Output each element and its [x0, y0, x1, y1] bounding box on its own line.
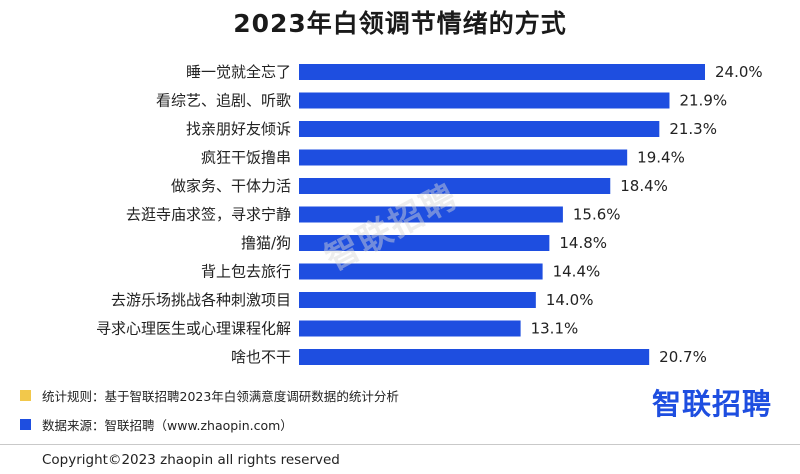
- note-source: 数据来源：智联招聘（www.zhaopin.com）: [20, 415, 293, 434]
- value-label: 19.4%: [637, 149, 685, 167]
- category-label: 啥也不干: [231, 348, 291, 366]
- bar: [299, 64, 705, 80]
- yellow-square-icon: [20, 390, 31, 401]
- value-label: 15.6%: [573, 206, 621, 224]
- bar: [299, 92, 670, 109]
- category-label: 疯狂干饭撸串: [201, 149, 291, 167]
- note-rule: 统计规则：基于智联招聘2023年白领满意度调研数据的统计分析: [20, 386, 399, 405]
- category-label: 撸猫/狗: [241, 234, 291, 252]
- bar: [299, 178, 611, 194]
- value-label: 14.4%: [553, 263, 601, 281]
- value-label: 21.9%: [679, 92, 727, 110]
- category-label: 睡一觉就全忘了: [186, 63, 291, 81]
- bar: [299, 149, 628, 166]
- blue-square-icon: [20, 419, 31, 430]
- category-label: 背上包去旅行: [201, 263, 291, 281]
- category-label: 寻求心理医生或心理课程化解: [96, 320, 291, 338]
- category-label: 去游乐场挑战各种刺激项目: [111, 291, 291, 309]
- copyright: Copyright©2023 zhaopin all rights reserv…: [42, 452, 340, 468]
- bar: [299, 292, 536, 308]
- bar: [299, 349, 650, 365]
- category-label: 去逛寺庙求签，寻求宁静: [126, 206, 291, 224]
- value-label: 21.3%: [669, 120, 717, 138]
- divider: [0, 444, 800, 445]
- bar: [299, 235, 550, 251]
- note-source-text: 数据来源：智联招聘（www.zhaopin.com）: [42, 418, 293, 433]
- value-label: 24.0%: [715, 63, 763, 81]
- value-label: 13.1%: [531, 320, 579, 338]
- note-rule-text: 统计规则：基于智联招聘2023年白领满意度调研数据的统计分析: [42, 389, 399, 404]
- brand-logo: 智联招聘: [651, 387, 772, 421]
- bar: [299, 121, 660, 137]
- bar: [299, 206, 563, 223]
- value-label: 14.8%: [559, 234, 607, 252]
- bar: [299, 263, 543, 280]
- bar: [299, 320, 521, 337]
- value-label: 14.0%: [546, 291, 594, 309]
- category-label: 做家务、干体力活: [171, 177, 291, 195]
- bar-chart: 睡一觉就全忘了 24.0% 看综艺、追剧、听歌 21.9% 找亲朋好友倾诉 21.3% 疯狂…: [96, 63, 763, 366]
- chart-title: 2023年白领调节情绪的方式: [233, 9, 567, 38]
- category-label: 找亲朋好友倾诉: [186, 120, 291, 138]
- value-label: 20.7%: [659, 348, 707, 366]
- value-label: 18.4%: [620, 177, 668, 195]
- category-label: 看综艺、追剧、听歌: [156, 92, 291, 110]
